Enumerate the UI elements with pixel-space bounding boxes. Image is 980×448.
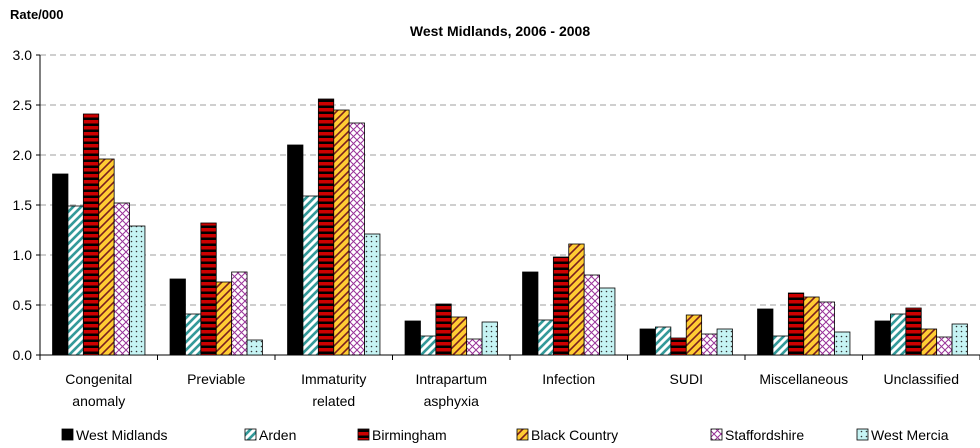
bar-black-country — [333, 109, 350, 356]
y-tick-label: 1.0 — [13, 247, 33, 263]
bar-birmingham — [905, 307, 922, 356]
x-tick-label: SUDI — [670, 371, 703, 387]
bar-west-mercia — [129, 225, 146, 356]
legend-label: Black Country — [531, 427, 618, 443]
x-tick-label: Unclassified — [884, 371, 959, 387]
bar-birmingham — [435, 303, 452, 356]
bar-staffordshire — [583, 274, 600, 356]
bar-arden — [302, 195, 319, 356]
y-tick-label: 2.5 — [13, 97, 33, 113]
chart-title: West Midlands, 2006 - 2008 — [410, 23, 590, 39]
x-tick-label: Miscellaneous — [759, 371, 848, 387]
x-tick-label: related — [312, 393, 355, 409]
legend-label: Birmingham — [372, 427, 447, 443]
bar-black-country — [215, 281, 233, 356]
legend-label: West Mercia — [871, 427, 949, 443]
x-tick-label: Congenital — [65, 371, 132, 387]
legend-swatch — [357, 428, 370, 441]
legend-swatch — [61, 428, 74, 441]
legend-label: West Midlands — [76, 427, 168, 443]
bar-west-midlands — [757, 308, 774, 356]
x-tick-label: Previable — [187, 371, 246, 387]
bar-west-midlands — [404, 320, 421, 356]
bar-west-midlands — [522, 271, 539, 356]
bar-birmingham — [670, 337, 687, 356]
x-tick-label: anomaly — [72, 393, 125, 409]
y-tick-label: 0.5 — [13, 297, 33, 313]
y-tick-label: 0.0 — [13, 347, 33, 363]
bar-arden — [537, 319, 554, 356]
y-tick-label: 1.5 — [13, 197, 33, 213]
bar-west-mercia — [716, 328, 733, 356]
bar-staffordshire — [113, 202, 130, 356]
legend-swatch — [244, 428, 257, 441]
bar-birmingham — [200, 222, 217, 356]
y-tick-label: 2.0 — [13, 147, 33, 163]
bar-arden — [185, 313, 202, 356]
legend: West Midlands Arden Birmingham Black Countr… — [61, 427, 949, 443]
bar-west-mercia — [951, 323, 968, 356]
bar-staffordshire — [231, 271, 248, 356]
bar-staffordshire — [818, 301, 835, 356]
gridlines — [40, 54, 980, 306]
bar-staffordshire — [936, 336, 953, 356]
bar-staffordshire — [466, 338, 483, 356]
y-axis-label: Rate/000 — [10, 7, 63, 22]
bar-west-midlands — [639, 328, 656, 356]
legend-swatch — [710, 428, 723, 441]
legend-swatch — [516, 428, 529, 441]
bar-west-midlands — [52, 173, 69, 356]
bar-west-mercia — [834, 331, 851, 356]
bar-west-mercia — [481, 321, 498, 356]
bar-west-mercia — [599, 287, 616, 356]
bar-west-midlands — [874, 320, 891, 356]
bar-west-midlands — [169, 278, 186, 356]
bars — [52, 98, 968, 356]
legend-label: Arden — [259, 427, 296, 443]
bar-arden — [890, 313, 907, 356]
bar-west-midlands — [287, 144, 304, 356]
bar-black-country — [568, 243, 585, 356]
bar-black-country — [98, 158, 115, 356]
x-tick-label: asphyxia — [424, 393, 479, 409]
bar-arden — [655, 326, 672, 356]
bar-arden — [772, 335, 789, 356]
bar-arden — [420, 335, 437, 356]
category-labels: Congenital anomaly Previable Immaturity rela… — [65, 371, 959, 409]
bar-black-country — [450, 316, 468, 356]
legend-label: Staffordshire — [725, 427, 804, 443]
bar-arden — [67, 205, 84, 356]
bar-black-country — [803, 296, 820, 356]
bar-west-mercia — [246, 339, 263, 356]
bar-staffordshire — [701, 333, 718, 356]
bar-staffordshire — [348, 122, 365, 356]
x-tick-label: Immaturity — [301, 371, 366, 387]
bar-black-country — [685, 314, 703, 356]
bar-birmingham — [787, 292, 805, 356]
bar-west-mercia — [364, 233, 381, 356]
x-tick-label: Intrapartum — [415, 371, 487, 387]
y-tick-label: 3.0 — [13, 47, 33, 63]
bar-birmingham — [82, 113, 100, 356]
x-tick-label: Infection — [542, 371, 595, 387]
bar-black-country — [920, 328, 938, 356]
bar-birmingham — [552, 256, 570, 356]
legend-swatch — [856, 428, 869, 441]
bar-birmingham — [317, 98, 335, 356]
